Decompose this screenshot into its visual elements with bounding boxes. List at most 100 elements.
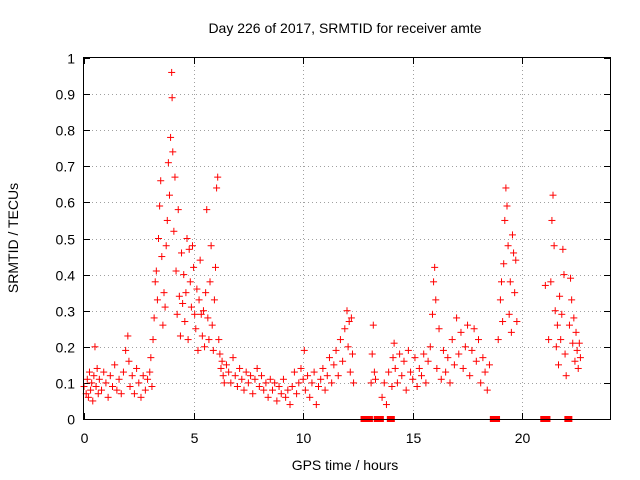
- data-point: [453, 314, 461, 322]
- x-tick-label: 0: [81, 430, 89, 446]
- data-point: [164, 159, 172, 167]
- y-tick-label: 0.3: [56, 304, 76, 320]
- data-point: [236, 364, 244, 372]
- data-point: [144, 375, 152, 383]
- data-point: [508, 231, 516, 239]
- data-point: [85, 368, 93, 376]
- x-tick-label: 5: [191, 430, 199, 446]
- data-point: [202, 289, 210, 297]
- data-point: [137, 393, 145, 401]
- data-point: [172, 267, 180, 275]
- data-point: [369, 321, 377, 329]
- data-point: [559, 245, 567, 253]
- data-point: [435, 325, 443, 333]
- data-point: [83, 375, 91, 383]
- data-point: [240, 386, 248, 394]
- data-point: [442, 368, 450, 376]
- data-point: [505, 310, 513, 318]
- data-point: [567, 274, 575, 282]
- data-point: [198, 332, 206, 340]
- data-point: [161, 303, 169, 311]
- data-point: [186, 278, 194, 286]
- data-point: [565, 321, 573, 329]
- data-point: [468, 346, 476, 354]
- data-point: [231, 372, 239, 380]
- data-point: [214, 173, 222, 181]
- data-point: [506, 278, 514, 286]
- data-point: [300, 346, 308, 354]
- data-point: [168, 94, 176, 102]
- data-point: [426, 343, 434, 351]
- data-point: [286, 401, 294, 409]
- data-point: [150, 314, 158, 322]
- data-point: [106, 372, 114, 380]
- data-point: [371, 375, 379, 383]
- data-point: [108, 383, 116, 391]
- data-point: [124, 332, 132, 340]
- data-point: [424, 357, 432, 365]
- data-point: [336, 336, 344, 344]
- data-point: [312, 401, 320, 409]
- data-point: [201, 343, 209, 351]
- data-point: [420, 350, 428, 358]
- data-point: [247, 372, 255, 380]
- data-point: [576, 354, 584, 362]
- data-point: [215, 336, 223, 344]
- data-point: [407, 368, 415, 376]
- data-point: [553, 321, 561, 329]
- data-point: [253, 364, 261, 372]
- data-point: [92, 383, 100, 391]
- data-point: [139, 372, 147, 380]
- data-point: [171, 173, 179, 181]
- data-point: [255, 383, 263, 391]
- data-point: [573, 346, 581, 354]
- data-point: [306, 393, 314, 401]
- x-axis-label: GPS time / hours: [292, 457, 399, 473]
- chart-title: Day 226 of 2017, SRMTID for receiver amt…: [208, 20, 481, 36]
- y-tick-label: 0.5: [56, 232, 76, 248]
- data-point: [485, 361, 493, 369]
- data-point: [378, 393, 386, 401]
- data-point: [288, 383, 296, 391]
- data-point: [457, 328, 465, 336]
- data-point: [319, 364, 327, 372]
- data-point: [135, 379, 143, 387]
- data-point: [152, 267, 160, 275]
- axis-ticks: [84, 58, 610, 420]
- plot-frame: [83, 57, 611, 420]
- data-point: [413, 383, 421, 391]
- data-point: [295, 379, 303, 387]
- data-point: [229, 354, 237, 362]
- data-point: [179, 299, 187, 307]
- data-point: [130, 390, 138, 398]
- data-point: [308, 379, 316, 387]
- data-point: [494, 336, 502, 344]
- data-point: [346, 368, 354, 376]
- tick-labels: 00.10.20.30.40.50.60.70.80.910 5 10 15 20: [56, 51, 531, 447]
- data-point: [404, 346, 412, 354]
- data-point: [545, 336, 553, 344]
- data-point: [513, 318, 521, 326]
- y-tick-label: 0.7: [56, 159, 76, 175]
- data-point: [345, 318, 353, 326]
- data-point: [446, 379, 454, 387]
- data-point: [479, 354, 487, 362]
- y-tick-label: 0: [67, 412, 75, 428]
- data-point: [557, 336, 565, 344]
- data-point: [341, 325, 349, 333]
- data-point: [147, 354, 155, 362]
- data-point: [541, 281, 549, 289]
- data-point: [437, 375, 445, 383]
- data-point: [100, 368, 108, 376]
- data-point: [271, 379, 279, 387]
- data-point: [262, 379, 270, 387]
- y-tick-label: 0.9: [56, 87, 76, 103]
- data-point: [117, 390, 125, 398]
- data-point: [113, 386, 121, 394]
- data-point: [411, 354, 419, 362]
- data-point: [192, 325, 200, 333]
- data-point: [222, 361, 230, 369]
- data-point: [258, 372, 266, 380]
- data-point: [498, 278, 506, 286]
